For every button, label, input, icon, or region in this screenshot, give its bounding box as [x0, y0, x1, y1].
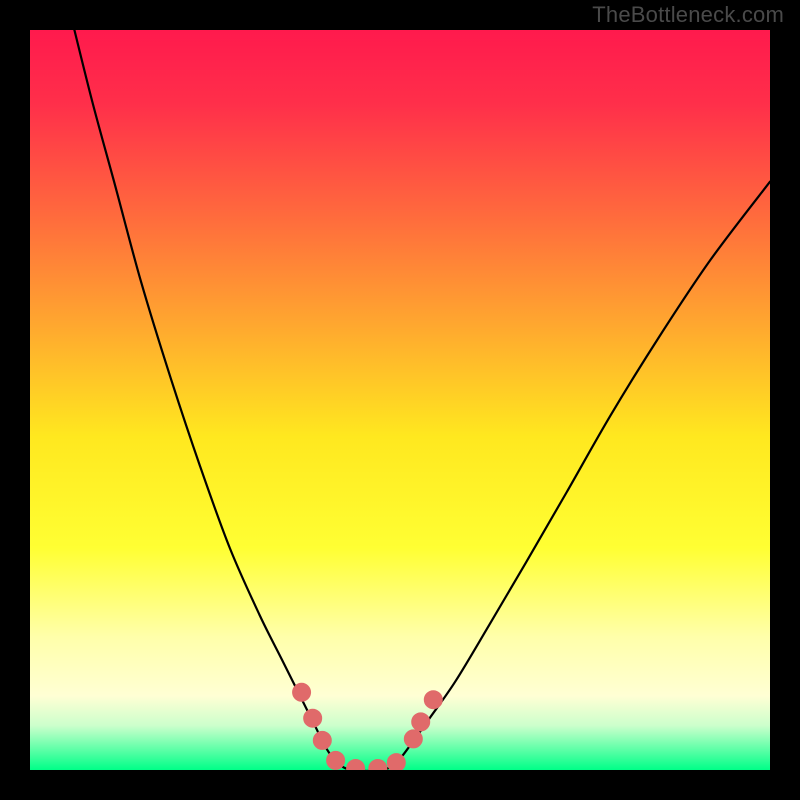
data-marker [412, 713, 430, 731]
data-marker [387, 754, 405, 770]
data-marker [404, 730, 422, 748]
plot-area [30, 30, 770, 770]
watermark-label: TheBottleneck.com [592, 2, 784, 28]
data-marker [304, 709, 322, 727]
data-marker [424, 691, 442, 709]
data-marker [313, 731, 331, 749]
data-marker [327, 751, 345, 769]
plot-background [30, 30, 770, 770]
plot-svg [30, 30, 770, 770]
data-marker [293, 683, 311, 701]
outer-frame [0, 0, 800, 800]
